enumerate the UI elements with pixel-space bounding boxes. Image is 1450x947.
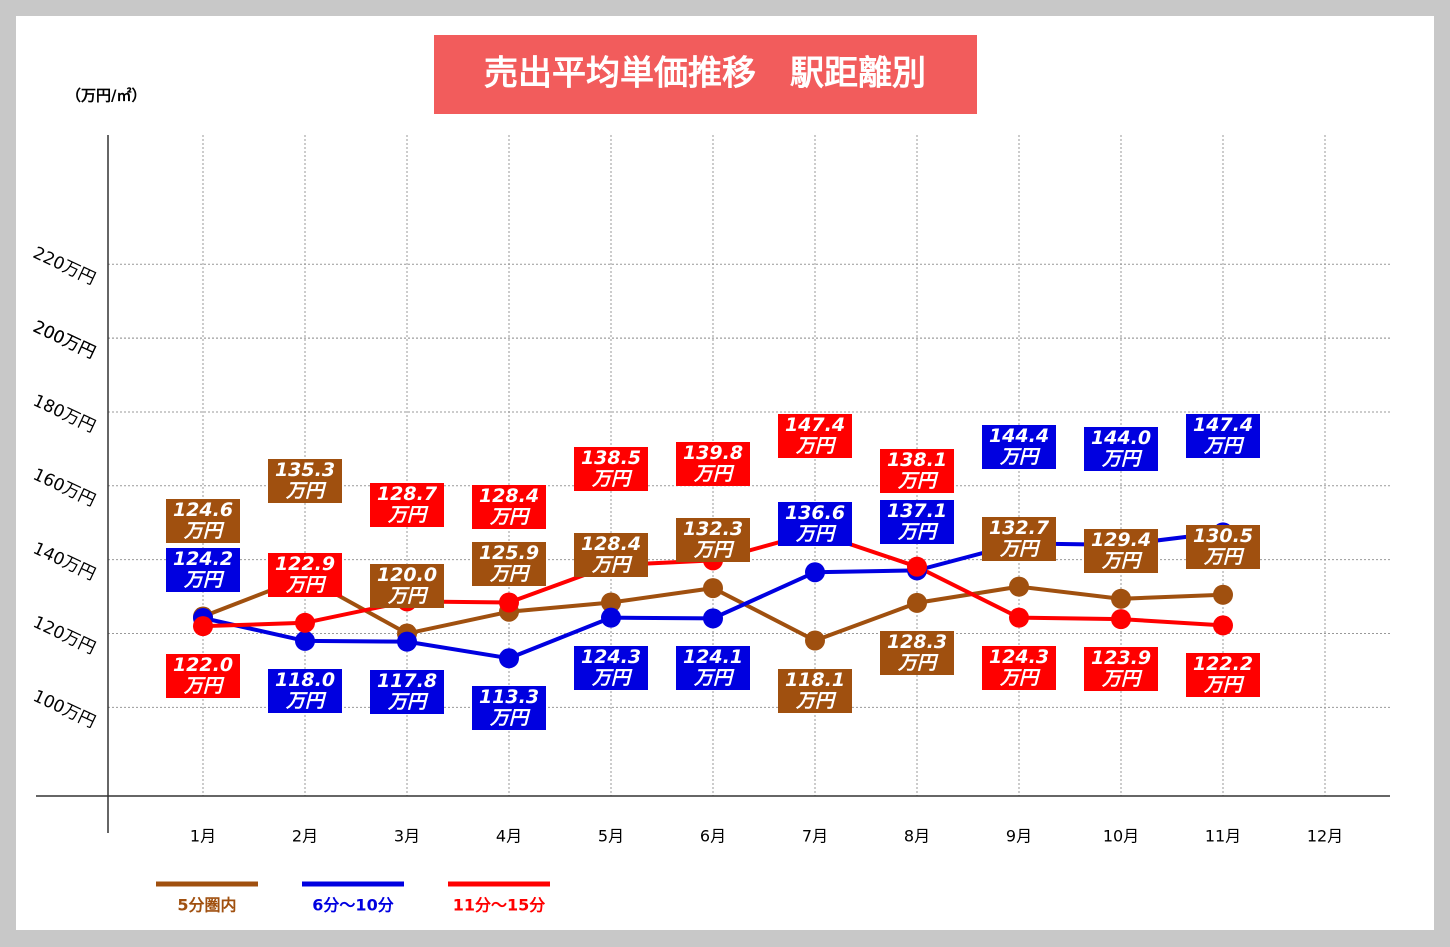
legend-label: 5分圏内 xyxy=(177,896,236,915)
x-tick-label: 12月 xyxy=(1307,827,1343,846)
data-label: 122.2万円 xyxy=(1186,653,1260,698)
x-tick-label: 6月 xyxy=(700,827,726,846)
chart-title: 売出平均単価推移 駅距離別 xyxy=(484,54,926,94)
data-label: 130.5万円 xyxy=(1186,524,1260,569)
data-point xyxy=(1111,588,1131,609)
page: 売出平均単価推移 駅距離別 （万円/㎡） 220万円 200万円 200万円 180万… xyxy=(16,16,1434,930)
data-point xyxy=(1111,609,1131,630)
data-point xyxy=(295,630,315,651)
data-label: 128.4万円 xyxy=(472,484,546,529)
x-tick-label: 4月 xyxy=(496,827,522,846)
data-label: 129.4万円 xyxy=(1084,528,1158,573)
data-label: 128.3万円 xyxy=(880,630,954,675)
data-label: 113.3万円 xyxy=(472,686,546,731)
data-label: 139.8万円 xyxy=(676,442,750,487)
x-tick-label: 11月 xyxy=(1205,827,1241,846)
legend-label: 6分～10分 xyxy=(312,896,393,915)
x-tick-label: 10月 xyxy=(1103,827,1139,846)
data-label: 137.1万円 xyxy=(880,500,954,545)
data-point xyxy=(193,616,213,637)
data-point xyxy=(601,607,621,628)
data-point xyxy=(397,631,417,652)
data-label: 117.8万円 xyxy=(370,669,444,714)
data-label: 128.7万円 xyxy=(370,483,444,528)
y-tick-label: 140万円 xyxy=(30,539,99,585)
data-point xyxy=(1009,576,1029,597)
data-label: 132.7万円 xyxy=(982,516,1056,561)
data-label: 138.1万円 xyxy=(880,448,954,493)
chart: 売出平均単価推移 駅距離別 （万円/㎡） 220万円200万円200万円180万… xyxy=(30,35,1390,915)
data-label: 124.3万円 xyxy=(574,645,648,690)
data-label: 125.9万円 xyxy=(472,541,546,586)
data-point xyxy=(295,612,315,633)
y-axis-unit: （万円/㎡） xyxy=(66,87,146,105)
data-label: 123.9万円 xyxy=(1084,647,1158,692)
y-tick-label: 180万円 xyxy=(30,391,99,437)
data-label: 138.5万円 xyxy=(574,447,648,492)
x-tick-label: 5月 xyxy=(598,827,624,846)
data-point xyxy=(1213,615,1233,636)
data-label: 147.4万円 xyxy=(778,414,852,459)
data-label: 124.2万円 xyxy=(166,548,240,592)
data-point xyxy=(703,578,723,599)
y-tick-label: 220万円 xyxy=(30,243,99,289)
data-label: 122.0万円 xyxy=(166,654,240,699)
x-tick-label: 7月 xyxy=(802,827,828,846)
data-point xyxy=(805,630,825,651)
data-label: 144.0万円 xyxy=(1084,426,1158,471)
data-point xyxy=(499,648,519,669)
x-tick-label: 8月 xyxy=(904,827,930,846)
y-tick-label: 100万円 xyxy=(30,686,99,732)
data-label: 124.6万円 xyxy=(166,498,240,543)
data-point xyxy=(1009,607,1029,628)
data-label: 147.4万円 xyxy=(1186,414,1260,459)
data-label: 144.4万円 xyxy=(982,425,1056,470)
data-label: 118.1万円 xyxy=(778,668,852,713)
data-point xyxy=(703,608,723,629)
data-point xyxy=(601,592,621,613)
data-point xyxy=(499,592,519,613)
data-label: 135.3万円 xyxy=(268,459,342,504)
data-point xyxy=(907,556,927,577)
y-tick-label: 160万円 xyxy=(30,465,99,511)
data-point xyxy=(907,592,927,613)
data-label: 122.9万円 xyxy=(268,552,342,597)
data-label: 124.1万円 xyxy=(676,646,750,691)
data-label: 132.3万円 xyxy=(676,518,750,563)
title-box xyxy=(434,35,977,114)
legend-label: 11分～15分 xyxy=(453,896,546,915)
x-tick-label: 3月 xyxy=(394,827,420,846)
data-label: 118.0万円 xyxy=(268,668,342,713)
data-label: 128.4万円 xyxy=(574,532,648,577)
data-point xyxy=(805,562,825,583)
data-label: 120.0万円 xyxy=(370,563,444,608)
x-tick-label: 2月 xyxy=(292,827,318,846)
y-tick-label: 200万円 xyxy=(30,317,99,363)
data-point xyxy=(1213,584,1233,605)
data-label: 124.3万円 xyxy=(982,645,1056,690)
x-tick-label: 9月 xyxy=(1006,827,1032,846)
y-tick-label: 120万円 xyxy=(30,612,99,658)
x-tick-label: 1月 xyxy=(190,827,216,846)
data-label: 136.6万円 xyxy=(778,502,852,547)
